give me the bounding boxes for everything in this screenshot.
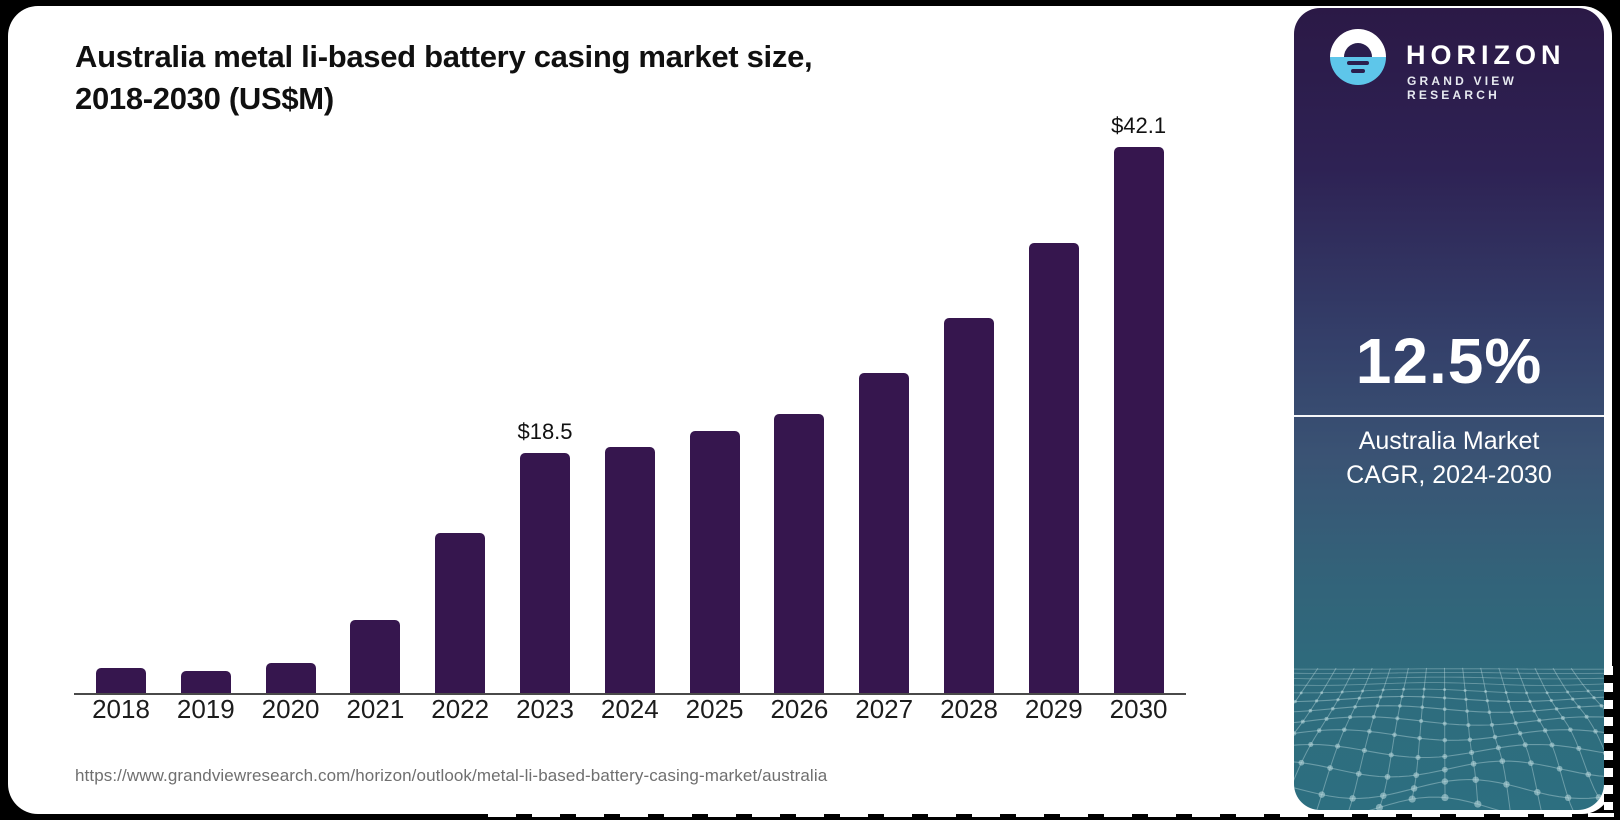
source-url: https://www.grandviewresearch.com/horizo… [75, 766, 828, 785]
x-axis-line [74, 693, 1186, 695]
x-tick-2020: 2020 [261, 694, 320, 724]
cagr-value: 12.5% [1355, 325, 1543, 397]
bar-2018 [96, 668, 146, 694]
logo-line-2 [1351, 69, 1365, 73]
x-tick-2030: 2030 [1109, 694, 1168, 724]
x-tick-2027: 2027 [855, 694, 914, 724]
bar-2028 [944, 318, 994, 694]
bar-2020 [265, 663, 316, 694]
chart-title-line1: Australia metal li-based battery casing … [75, 39, 813, 74]
bar-2023 [520, 453, 570, 694]
chart-title-line2: 2018-2030 (US$M) [75, 81, 334, 116]
brand-tagline: GRAND VIEW RESEARCH [1407, 74, 1517, 102]
bar-2027 [859, 373, 910, 694]
bar-2019 [180, 671, 231, 694]
x-tick-2026: 2026 [770, 694, 829, 724]
bar-2021 [350, 620, 401, 694]
x-tick-2022: 2022 [431, 694, 490, 724]
cagr-caption: Australia Market CAGR, 2024-2030 [1294, 424, 1604, 492]
bar-2024 [604, 447, 655, 694]
bar-2026 [774, 414, 825, 694]
x-tick-2023: 2023 [516, 694, 574, 724]
x-tick-2021: 2021 [346, 694, 405, 724]
infographic-card: Australia metal li-based battery casing … [8, 6, 1612, 814]
cagr-divider [1294, 415, 1604, 417]
x-tick-2019: 2019 [176, 694, 235, 724]
bar-2029 [1028, 243, 1079, 694]
horizon-logo-icon [1330, 29, 1386, 85]
x-tick-2018: 2018 [92, 694, 150, 724]
logo-sun-shape [1344, 43, 1372, 57]
wireframe-mesh-graphic [1294, 667, 1604, 810]
sidebar-panel: HORIZON GRAND VIEW RESEARCH 12.5% Austra… [1294, 8, 1604, 810]
value-label-2023: $18.5 [517, 419, 573, 444]
chart-title: Australia metal li-based battery casing … [75, 36, 813, 120]
bottom-dashed-border [488, 813, 1614, 817]
bar-2030 [1113, 147, 1164, 694]
x-tick-2025: 2025 [685, 694, 744, 724]
logo-line-1 [1347, 61, 1369, 65]
bar-2025 [689, 431, 740, 694]
x-tick-2024: 2024 [600, 694, 659, 724]
brand-name: HORIZON [1406, 40, 1566, 70]
bar-2022 [435, 533, 486, 694]
x-tick-2029: 2029 [1024, 694, 1083, 724]
cagr-caption-line2: CAGR, 2024-2030 [1346, 461, 1552, 489]
cagr-caption-line1: Australia Market [1358, 427, 1540, 455]
value-label-2030: $42.1 [1111, 113, 1167, 138]
right-dashed-border [1604, 666, 1613, 810]
x-tick-2028: 2028 [940, 694, 998, 724]
